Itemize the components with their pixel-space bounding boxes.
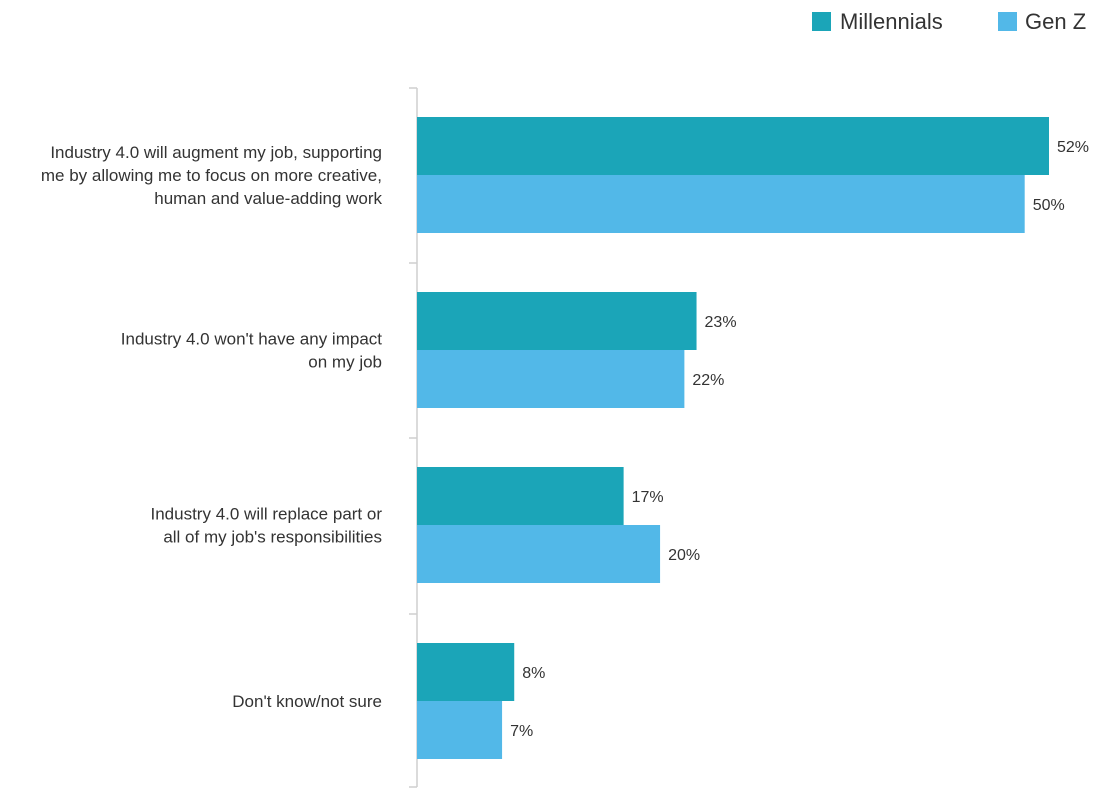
category-label-line: Industry 4.0 will replace part or [151, 505, 383, 524]
data-label: 23% [705, 314, 737, 331]
bar-millennials [417, 467, 624, 525]
data-label: 22% [692, 372, 724, 389]
category-label: Industry 4.0 won't have any impact on my … [121, 330, 382, 372]
data-label: 7% [510, 723, 533, 740]
category-label-line: human and value-adding work [154, 189, 382, 208]
bar-gen-z [417, 175, 1025, 233]
data-label: 17% [632, 489, 664, 506]
legend-swatch-gen-z [998, 12, 1017, 31]
bar-gen-z [417, 701, 503, 759]
category-label-line: all of my job's responsibilities [163, 528, 382, 547]
legend-swatch-millennials [812, 12, 831, 31]
data-label: 20% [668, 547, 700, 564]
category-label: Industry 4.0 will replace part or all of … [151, 505, 383, 547]
data-label: 52% [1057, 139, 1089, 156]
category-label-line: Industry 4.0 won't have any impact [121, 330, 382, 349]
category-label-line: Don't know/not sure [232, 692, 382, 711]
bar-millennials [417, 117, 1049, 175]
category-label-line: on my job [308, 353, 382, 372]
legend-label-gen-z: Gen Z [1025, 9, 1086, 34]
data-label: 8% [522, 665, 545, 682]
bar-gen-z [417, 350, 685, 408]
bar-millennials [417, 292, 697, 350]
category-label: Industry 4.0 will augment my job, suppor… [41, 143, 383, 208]
category-label-line: me by allowing me to focus on more creat… [41, 166, 382, 185]
data-label: 50% [1033, 197, 1065, 214]
bar-millennials [417, 643, 515, 701]
bar-gen-z [417, 525, 661, 583]
category-label: Don't know/not sure [232, 692, 382, 711]
legend-label-millennials: Millennials [840, 9, 943, 34]
category-label-line: Industry 4.0 will augment my job, suppor… [50, 143, 382, 162]
